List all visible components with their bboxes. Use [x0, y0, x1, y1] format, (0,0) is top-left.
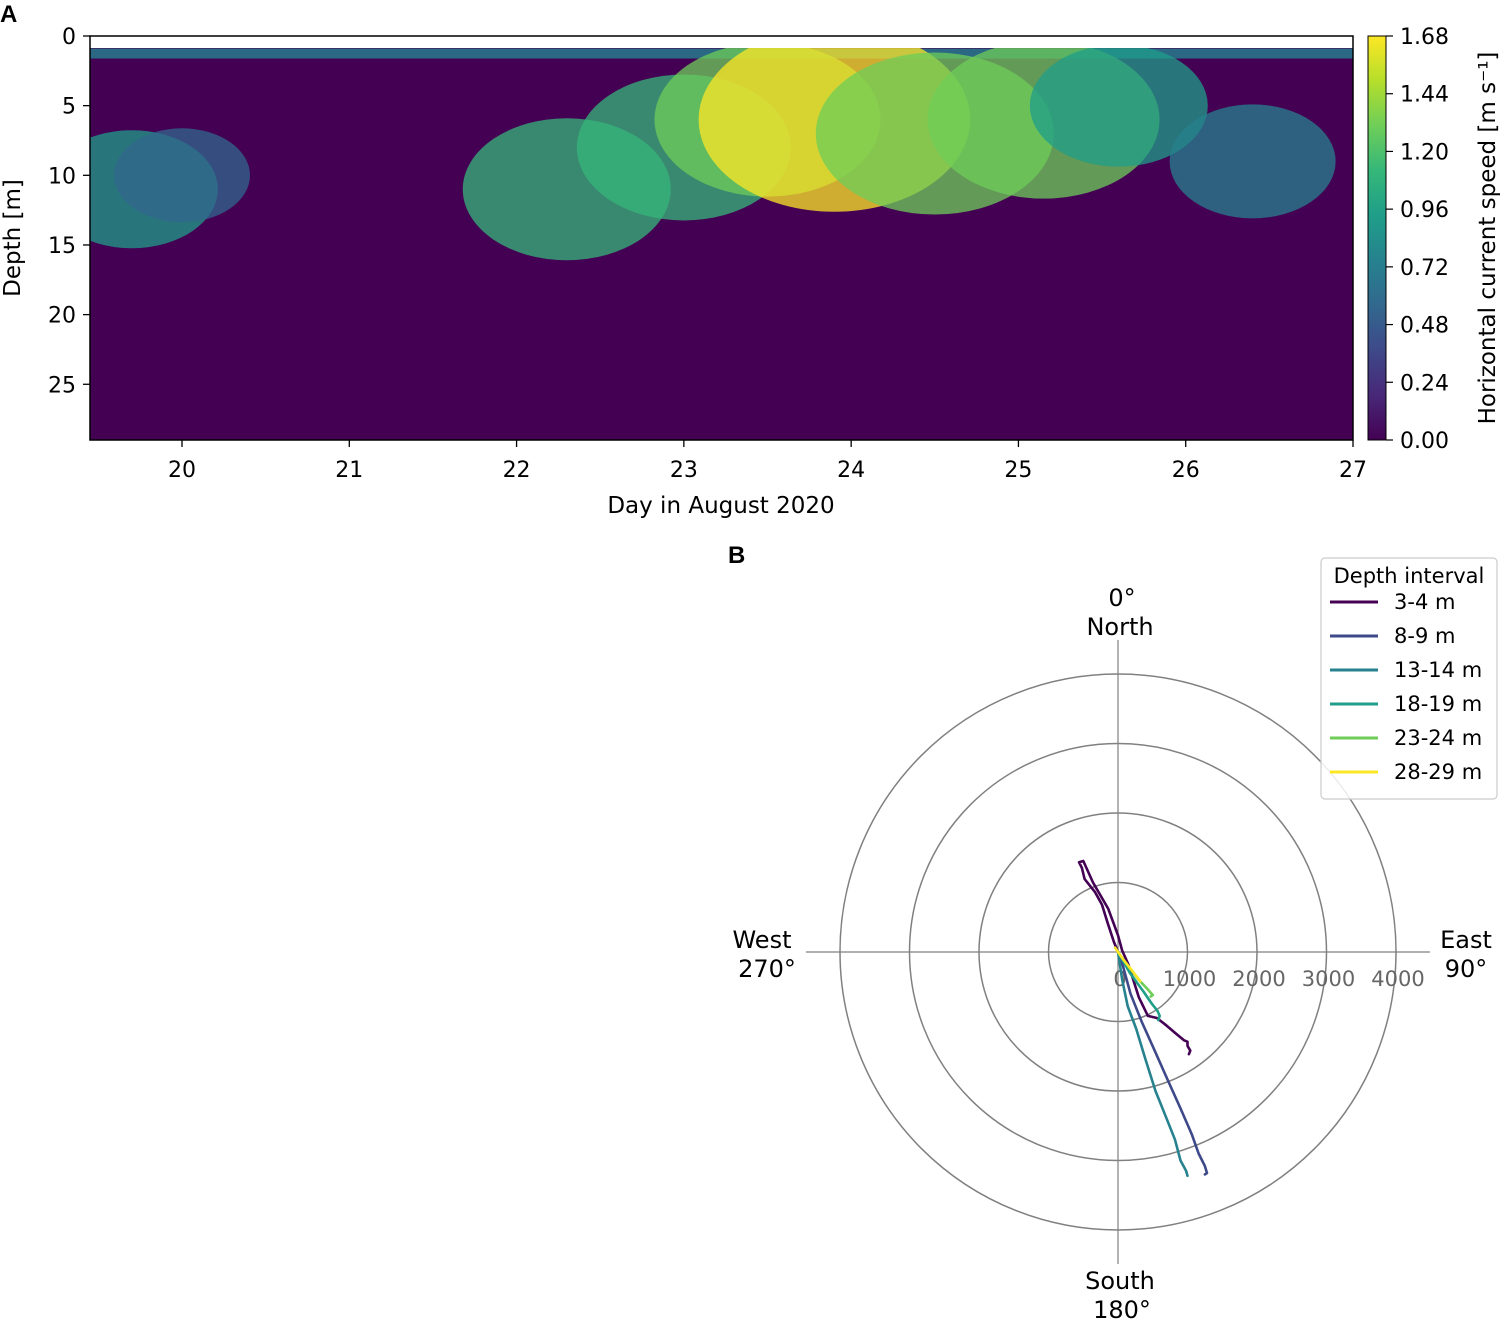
series-line-3-4m	[1077, 859, 1192, 1056]
south-label: South	[1085, 1267, 1155, 1295]
series-line-13-14m	[1116, 950, 1189, 1178]
polar-series	[1077, 859, 1209, 1178]
y-tick-label: 20	[48, 304, 76, 329]
x-tick-label: 26	[1172, 458, 1200, 483]
x-tick-label: 25	[1004, 458, 1032, 483]
legend-entry-label: 3-4 m	[1394, 590, 1455, 614]
y-tick-label: 25	[48, 373, 76, 398]
legend-entry-label: 13-14 m	[1394, 658, 1482, 682]
polar-r-label: 1000	[1163, 967, 1216, 991]
legend-entry-label: 18-19 m	[1394, 692, 1482, 716]
colorbar-tick-label: 0.96	[1400, 198, 1449, 223]
polar-r-label: 2000	[1232, 967, 1285, 991]
north-degree-label: 0°	[1108, 584, 1135, 612]
heatmap-frame	[89, 35, 1354, 441]
speed-feature	[114, 128, 251, 223]
colorbar-ticks: 0.00 0.24 0.48 0.72 0.96 1.20 1.44 1.68	[1386, 25, 1449, 454]
series-line-28-29m	[1113, 946, 1142, 983]
heatmap-plot	[89, 35, 1354, 441]
heatmap-x-label: Day in August 2020	[607, 493, 834, 519]
colorbar-tick-label: 1.20	[1400, 140, 1449, 165]
colorbar-tick-label: 0.48	[1400, 314, 1449, 339]
x-tick-label: 21	[335, 458, 363, 483]
speed-feature	[1029, 48, 1208, 167]
colorbar-tick-label: 1.44	[1400, 83, 1449, 108]
panel-b-letter: B	[728, 542, 745, 569]
legend-entry-label: 28-29 m	[1394, 760, 1482, 784]
speed-feature	[1169, 104, 1336, 219]
series-line-18-19m	[1116, 950, 1161, 1022]
legend: Depth interval 3-4 m 8-9 m 13-14 m 18-19 m 2…	[1320, 557, 1498, 800]
panel-a-letter: A	[0, 1, 17, 28]
colorbar-label: Horizontal current speed [m s⁻¹]	[1475, 52, 1501, 425]
legend-entry-label: 8-9 m	[1394, 624, 1455, 648]
series-line-8-9m	[1116, 950, 1209, 1176]
south-degree-label: 180°	[1093, 1296, 1151, 1323]
polar-r-label: 4000	[1371, 967, 1424, 991]
x-tick-label: 23	[670, 458, 698, 483]
y-tick-label: 0	[62, 25, 76, 50]
east-label: East	[1440, 926, 1492, 954]
x-tick-label: 22	[503, 458, 531, 483]
west-degree-label: 270°	[738, 955, 796, 983]
legend-title: Depth interval	[1334, 564, 1485, 588]
colorbar-tick-label: 0.00	[1400, 429, 1449, 454]
heatmap-x-axis: 20 21 22 23 24 25 26 27	[168, 440, 1367, 483]
heatmap-y-label: Depth [m]	[0, 179, 26, 297]
polar-r-label: 3000	[1302, 967, 1355, 991]
heatmap-y-axis: 0 5 10 15 20 25	[48, 25, 90, 398]
y-tick-label: 5	[62, 95, 76, 120]
x-tick-label: 24	[837, 458, 865, 483]
polar-plot: 0 1000 2000 3000 4000 0° North East 90° Sout…	[732, 584, 1491, 1323]
colorbar-tick-label: 1.68	[1400, 25, 1449, 50]
polar-radial-labels: 0 1000 2000 3000 4000	[1113, 967, 1424, 991]
x-tick-label: 20	[168, 458, 196, 483]
y-tick-label: 15	[48, 234, 76, 259]
legend-entry-label: 23-24 m	[1394, 726, 1482, 750]
y-tick-label: 10	[48, 164, 76, 189]
colorbar-bar	[1367, 35, 1387, 441]
west-label: West	[732, 926, 791, 954]
x-tick-label: 27	[1339, 458, 1367, 483]
east-degree-label: 90°	[1445, 955, 1488, 983]
colorbar-tick-label: 0.72	[1400, 256, 1449, 281]
heatmap-features	[90, 48, 1353, 261]
colorbar-tick-label: 0.24	[1400, 371, 1449, 396]
colorbar: 0.00 0.24 0.48 0.72 0.96 1.20 1.44 1.68 Horizon…	[1367, 25, 1501, 454]
legend-items: 3-4 m 8-9 m 13-14 m 18-19 m 23-24 m 28-29 m	[1330, 590, 1482, 784]
north-label: North	[1086, 613, 1153, 641]
